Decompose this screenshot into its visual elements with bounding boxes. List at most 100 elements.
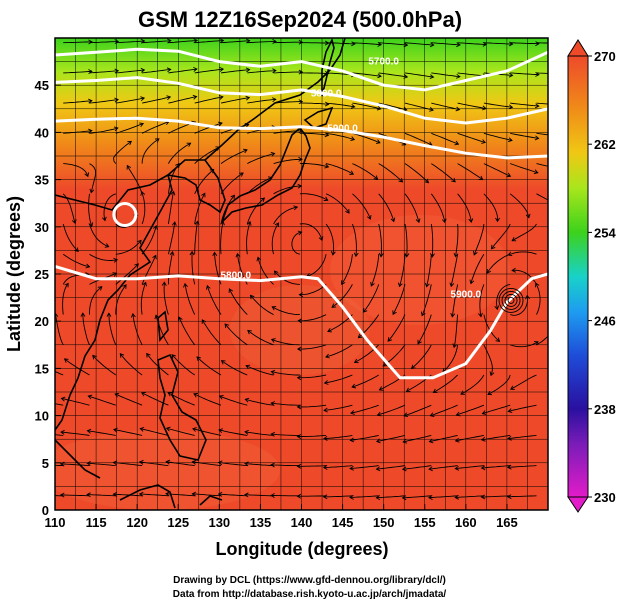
streamline — [113, 429, 143, 436]
streamline-arrow — [456, 42, 461, 48]
y-tick-label: 10 — [35, 409, 49, 424]
streamline-arrow — [375, 438, 381, 444]
streamline-arrow — [270, 338, 276, 343]
streamline — [220, 195, 235, 225]
streamline — [483, 163, 511, 177]
streamline-arrow — [296, 463, 302, 469]
x-tick-label: 120 — [126, 515, 148, 530]
streamline — [351, 374, 379, 388]
streamline — [218, 462, 248, 467]
streamline — [376, 465, 406, 470]
streamline — [481, 434, 511, 441]
streamline-arrow — [508, 72, 514, 78]
streamline — [271, 464, 300, 467]
streamline — [228, 288, 248, 315]
streamline — [455, 495, 484, 498]
streamline — [404, 42, 434, 46]
streamline — [194, 169, 214, 194]
streamline — [168, 142, 191, 164]
streamline-arrow — [166, 95, 172, 101]
streamline-arrow — [402, 438, 408, 444]
streamline — [404, 163, 429, 184]
y-axis-label: Latitude (degrees) — [4, 196, 24, 352]
streamline — [363, 284, 380, 313]
streamline — [146, 353, 169, 376]
streamline — [429, 465, 458, 470]
streamline-arrow — [228, 288, 234, 293]
streamline — [473, 223, 485, 256]
streamline-arrow — [481, 410, 487, 416]
streamline-arrow — [378, 386, 384, 391]
streamline-arrow — [561, 167, 565, 171]
streamline-arrow — [353, 358, 359, 364]
x-tick-label: 165 — [496, 515, 518, 530]
streamline — [417, 314, 432, 344]
streamline-arrow — [220, 360, 226, 365]
warm-region — [55, 430, 280, 510]
streamline — [167, 251, 174, 285]
y-tick-label: 30 — [35, 220, 49, 235]
streamline — [273, 158, 303, 165]
streamline — [510, 341, 539, 348]
streamline — [378, 223, 382, 257]
streamline — [411, 344, 432, 369]
streamline — [115, 69, 145, 74]
streamline-arrow — [166, 38, 172, 44]
streamline-arrow — [270, 431, 276, 437]
streamline — [163, 282, 169, 315]
streamline-arrow — [140, 96, 146, 102]
streamline-arrow — [272, 68, 277, 74]
streamline-arrow — [247, 329, 252, 335]
streamline — [274, 270, 300, 285]
streamline-arrow — [298, 292, 304, 298]
colorbar-tick-label: 262 — [594, 137, 616, 152]
y-tick-label: 20 — [35, 314, 49, 329]
streamline — [483, 102, 513, 108]
streamline — [350, 404, 379, 414]
streamline — [247, 70, 276, 74]
streamline-arrow — [478, 312, 483, 318]
streamline — [431, 72, 460, 78]
credit-data: Data from http://database.rish.kyoto-u.a… — [172, 589, 447, 600]
streamline-arrow — [401, 495, 407, 501]
streamline — [140, 282, 147, 315]
streamline — [431, 42, 461, 46]
streamline — [404, 223, 408, 257]
streamline — [352, 42, 382, 46]
streamline-arrow — [196, 356, 202, 362]
streamline-arrow — [366, 215, 372, 220]
streamline — [194, 122, 223, 134]
streamline-arrow — [323, 407, 328, 413]
streamline — [456, 404, 485, 416]
streamline-arrow — [390, 217, 396, 223]
streamline-arrow — [134, 263, 139, 268]
streamline-arrow — [489, 371, 495, 377]
streamline — [510, 295, 529, 316]
streamline — [244, 431, 274, 436]
streamline — [246, 221, 251, 255]
streamline-arrow — [456, 73, 461, 79]
streamline — [139, 493, 169, 497]
credit-drawing: Drawing by DCL (https://www.gfd-dennou.o… — [173, 575, 446, 586]
streamline-arrow — [85, 263, 91, 269]
streamline-arrow — [154, 314, 160, 320]
streamline — [141, 392, 169, 406]
streamline — [352, 163, 378, 180]
streamline-arrow — [171, 221, 177, 226]
streamline-arrow — [562, 103, 566, 107]
streamline — [510, 42, 539, 45]
streamline — [323, 495, 353, 498]
streamline-arrow — [245, 364, 251, 370]
streamline-arrow — [382, 362, 388, 367]
streamline-arrow — [424, 178, 430, 184]
streamline-arrow — [410, 364, 416, 370]
contour-line — [55, 264, 548, 380]
streamline — [376, 434, 406, 442]
streamline — [171, 354, 195, 376]
x-axis-ticks: 110 115 120 125 130 135 140 145 150 155 160 165 — [45, 504, 518, 530]
streamline — [113, 462, 143, 467]
streamline — [460, 374, 485, 395]
plot-title: GSM 12Z16Sep2024 (500.0hPa) — [138, 7, 462, 32]
streamline-arrow — [478, 175, 484, 181]
streamline — [298, 314, 327, 322]
